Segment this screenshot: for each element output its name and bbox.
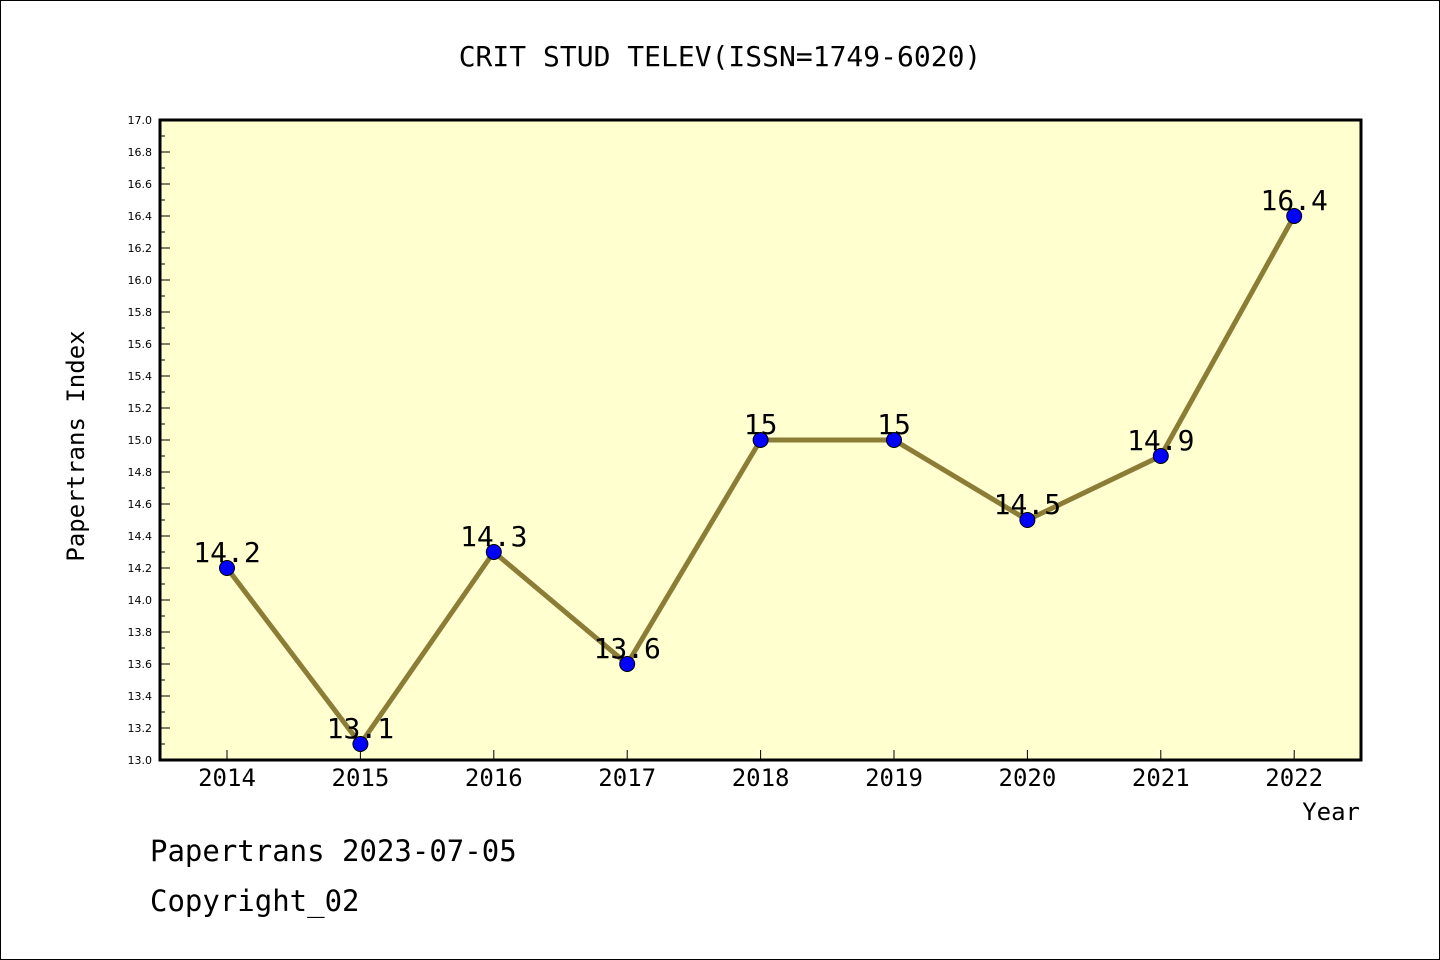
data-point-2017 <box>619 656 636 672</box>
x-tick-label: 2021 <box>1132 764 1190 792</box>
data-label: 15 <box>744 408 778 441</box>
data-label: 14.3 <box>460 520 527 553</box>
y-tick-label: 15.4 <box>128 370 153 383</box>
y-axis: 13.0 13.2 13.4 13.6 13.8 14.0 14.2 14.4 14.6 14.8… <box>128 114 170 767</box>
y-tick-label: 13.6 <box>128 658 153 671</box>
data-label: 13.6 <box>593 632 660 665</box>
y-tick-label: 16.6 <box>128 178 153 191</box>
x-tick-label: 2015 <box>332 764 390 792</box>
y-tick-label: 17.0 <box>128 114 153 127</box>
x-axis-label: Year <box>1302 798 1360 826</box>
x-tick-label: 2020 <box>999 764 1057 792</box>
data-label-group: 14.2 13.1 14.3 13.6 15 15 14.5 14.9 16.4 <box>193 184 1328 745</box>
y-tick-label: 14.8 <box>128 466 153 479</box>
data-point-2018 <box>752 432 769 448</box>
data-point-2015 <box>352 736 369 752</box>
y-tick-label: 13.0 <box>128 754 153 767</box>
footer-copyright: Copyright_02 <box>150 884 360 918</box>
data-point-2020 <box>1019 512 1036 528</box>
data-label: 15 <box>877 408 911 441</box>
y-tick-label: 14.4 <box>128 530 153 543</box>
footer-date: Papertrans 2023-07-05 <box>150 834 517 868</box>
data-point-2022 <box>1286 208 1303 224</box>
x-tick-label: 2014 <box>198 764 256 792</box>
marker-group <box>219 208 1303 752</box>
y-tick-label: 13.4 <box>128 690 153 703</box>
y-tick-label: 13.2 <box>128 722 153 735</box>
y-tick-label: 15.6 <box>128 338 153 351</box>
plot-frame <box>158 118 1363 762</box>
y-tick-label: 14.2 <box>128 562 153 575</box>
y-tick-label: 14.0 <box>128 594 153 607</box>
y-tick-label: 16.2 <box>128 242 153 255</box>
y-tick-label: 15.0 <box>128 434 153 447</box>
data-label: 14.2 <box>193 536 260 569</box>
x-tick-label: 2019 <box>865 764 923 792</box>
data-point-2014 <box>219 560 235 576</box>
data-point-2016 <box>485 544 502 560</box>
data-label: 14.9 <box>1127 424 1194 457</box>
y-tick-label: 15.2 <box>128 402 153 415</box>
data-point-2021 <box>1152 448 1169 464</box>
y-axis-label: Papertrans Index <box>62 330 90 561</box>
x-tick-label: 2017 <box>598 764 656 792</box>
y-tick-label: 14.6 <box>128 498 153 511</box>
y-tick-label: 15.8 <box>128 306 153 319</box>
x-tick-label: 2022 <box>1265 764 1323 792</box>
y-tick-label: 13.8 <box>128 626 153 639</box>
data-label: 13.1 <box>327 712 394 745</box>
y-tick-label: 16.8 <box>128 146 153 159</box>
data-label: 16.4 <box>1260 184 1327 217</box>
y-tick-label: 16.4 <box>128 210 153 223</box>
chart-title: CRIT STUD TELEV(ISSN=1749-6020) <box>459 40 982 73</box>
x-axis: 2014 2015 2016 2017 2018 2019 2020 2021 2022 <box>198 750 1323 792</box>
data-point-2019 <box>886 432 902 448</box>
y-tick-label: 16.0 <box>128 274 153 287</box>
data-label: 14.5 <box>994 488 1061 521</box>
x-tick-label: 2018 <box>732 764 790 792</box>
x-tick-label: 2016 <box>465 764 523 792</box>
